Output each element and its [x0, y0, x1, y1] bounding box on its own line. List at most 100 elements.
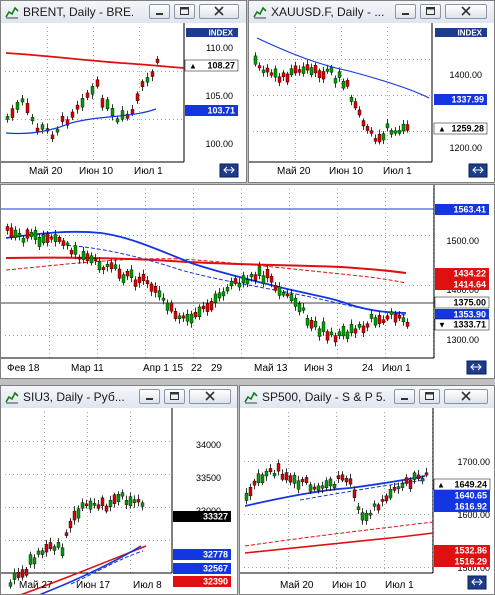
price-badge: 1532.86 — [434, 545, 490, 556]
titlebar-sp500[interactable]: SP500, Daily - S & P 5... — [240, 386, 494, 409]
candle-body — [376, 504, 381, 511]
candle-body — [416, 474, 421, 480]
price-badge-text: 1649.24 — [454, 480, 487, 490]
candle-body — [288, 475, 293, 483]
candle-body — [105, 99, 110, 110]
candle-body — [53, 234, 58, 242]
candle-body — [181, 315, 186, 319]
titlebar-xauusd[interactable]: XAUUSD.F, Daily - ... — [249, 1, 494, 24]
candle-body — [153, 286, 158, 293]
candle-body — [377, 315, 382, 324]
candle-body — [75, 104, 80, 110]
price-label: 33500 — [196, 473, 221, 483]
candle-body — [348, 478, 353, 485]
candle-body — [312, 486, 317, 490]
price-label: 1700.00 — [457, 457, 490, 467]
titlebar-siu3[interactable]: SIU3, Daily - Руб... — [1, 386, 237, 409]
candle-body — [260, 474, 265, 484]
candle-body — [405, 322, 410, 327]
candle-body — [161, 297, 166, 301]
scroll-corner-icon[interactable] — [468, 163, 488, 178]
chart-sp500[interactable]: 1700.00 1600.00 1500.00 ▲ 1649.241640.651… — [240, 408, 494, 594]
candle-body — [49, 236, 54, 240]
minimize-button[interactable] — [139, 389, 160, 404]
minimize-button[interactable] — [394, 389, 415, 404]
candle-body — [109, 262, 114, 270]
candle-body — [400, 483, 405, 488]
price-badge: 32567 — [173, 563, 231, 574]
candle-body — [84, 503, 89, 507]
candle-body — [50, 134, 55, 139]
candle-body — [396, 486, 401, 490]
candle-body — [297, 69, 302, 73]
candle-body — [137, 276, 142, 284]
candle-body — [140, 502, 145, 507]
candle-body — [44, 544, 49, 553]
close-button[interactable] — [445, 4, 487, 19]
price-badge: ▲ 1259.28 — [433, 122, 488, 135]
candle-body — [337, 71, 342, 78]
date-label: Май 27 — [19, 580, 53, 591]
scroll-corner-icon[interactable] — [219, 163, 239, 178]
candle-body — [305, 318, 310, 326]
price-label: 1600.00 — [457, 510, 490, 520]
candle-body — [316, 485, 321, 491]
date-label: 15 — [172, 363, 184, 374]
date-label: Июл 8 — [133, 580, 162, 591]
chart-brent[interactable]: INDEX 110.00 105.00 100.00 ▲ 108.27 103.… — [1, 23, 246, 182]
svg-text:▲: ▲ — [189, 62, 197, 71]
candle-body — [100, 98, 105, 108]
candle-body — [341, 81, 346, 89]
candle-body — [193, 312, 198, 318]
window-main[interactable]: 1500.00 1400.00 1300.00 1563.411434.2214… — [0, 184, 495, 379]
candle-body — [201, 305, 206, 310]
candle-body — [25, 229, 30, 239]
scroll-corner-icon[interactable] — [466, 360, 487, 375]
chart-main[interactable]: 1500.00 1400.00 1300.00 1563.411434.2214… — [1, 185, 494, 378]
candle-body — [81, 251, 86, 260]
candle-body — [328, 478, 333, 487]
candle-body — [273, 68, 278, 78]
date-label: Июл 1 — [134, 166, 163, 177]
price-badge-text: 1616.92 — [454, 502, 487, 512]
candle-body — [85, 92, 90, 98]
candle-body — [389, 311, 394, 315]
window-siu3[interactable]: SIU3, Daily - Руб... 34000 33500 33000 3… — [0, 385, 238, 595]
maximize-icon — [180, 7, 189, 15]
price-badge: ▼ 1333.71 — [434, 318, 490, 331]
ma-fast-line — [5, 230, 407, 314]
candle-body — [377, 133, 382, 143]
candle-body — [33, 230, 38, 240]
candles — [244, 459, 429, 525]
window-xauusd[interactable]: XAUUSD.F, Daily - ... INDEX 1400.00 1200… — [248, 0, 495, 183]
window-title: XAUUSD.F, Daily - ... — [271, 5, 385, 19]
candle-body — [245, 279, 250, 284]
maximize-button[interactable] — [419, 389, 440, 404]
titlebar-brent[interactable]: BRENT, Daily - BRE... — [1, 1, 246, 24]
candle-body — [89, 255, 94, 264]
close-button[interactable] — [199, 4, 239, 19]
candle-body — [140, 81, 145, 87]
candle-body — [40, 550, 45, 555]
price-badge: 1434.22 — [435, 268, 489, 279]
maximize-button[interactable] — [174, 4, 195, 19]
minimize-button[interactable] — [395, 4, 416, 19]
scroll-corner-icon[interactable] — [467, 575, 487, 590]
candles — [253, 52, 410, 145]
close-button[interactable] — [444, 389, 488, 404]
candle-body — [296, 480, 301, 490]
close-button[interactable] — [189, 389, 231, 404]
candle-body — [248, 487, 253, 497]
candle-body — [253, 55, 258, 65]
maximize-button[interactable] — [164, 389, 185, 404]
date-label: Апр 1 — [143, 363, 169, 374]
window-brent[interactable]: BRENT, Daily - BRE... INDEX 110.00 105.0… — [0, 0, 247, 183]
candle-body — [57, 237, 62, 242]
close-icon — [214, 6, 224, 16]
window-sp500[interactable]: SP500, Daily - S & P 5... 1700.00 1600.0… — [239, 385, 495, 595]
candle-body — [116, 494, 121, 502]
maximize-button[interactable] — [420, 4, 441, 19]
minimize-button[interactable] — [149, 4, 170, 19]
chart-xauusd[interactable]: INDEX 1400.00 1200.00 1337.99 ▲ 1259.28 … — [249, 23, 494, 182]
